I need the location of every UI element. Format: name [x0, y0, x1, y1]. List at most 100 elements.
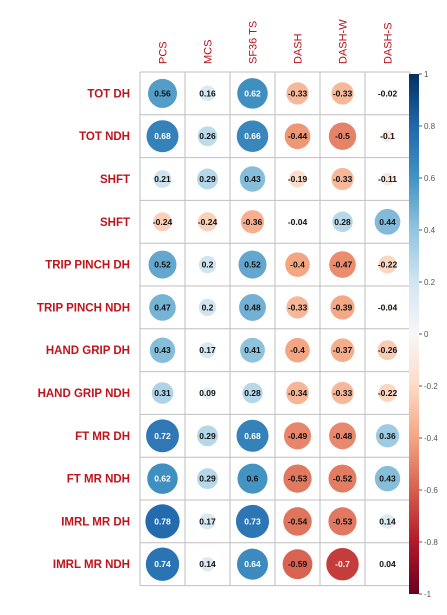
correlation-value: 0.28	[334, 217, 351, 227]
correlation-value: -0.04	[378, 302, 398, 312]
correlation-circle	[377, 340, 398, 361]
correlation-value: -0.33	[333, 174, 353, 184]
row-label: TOT NDH	[79, 131, 130, 143]
correlation-circle	[380, 514, 395, 529]
correlation-circle	[152, 212, 173, 232]
correlation-value: 0.52	[154, 260, 171, 270]
correlation-value: 0.29	[199, 431, 216, 441]
colorbar-tick-label: -0.4	[424, 434, 438, 443]
correlation-circle	[145, 547, 180, 581]
correlation-value: -0.11	[378, 174, 397, 184]
row-label: SHFT	[100, 217, 130, 229]
correlation-circle	[236, 419, 269, 452]
correlation-value: 0.14	[379, 516, 396, 526]
correlation-value: 0.43	[244, 174, 261, 184]
correlation-circle	[201, 387, 214, 399]
correlation-value: -0.5	[335, 131, 350, 141]
correlation-value: -0.22	[378, 260, 398, 270]
correlation-value: 0.14	[199, 559, 216, 569]
correlation-value: 0.48	[244, 302, 261, 312]
correlation-value: 0.43	[154, 345, 171, 355]
correlation-circle	[375, 424, 400, 448]
correlation-circle	[198, 255, 217, 274]
row-label: IMRL MR NDH	[53, 559, 130, 571]
correlation-circle	[289, 170, 306, 188]
correlation-circle	[197, 126, 218, 147]
correlation-circle	[383, 560, 392, 569]
correlation-value: 0.52	[244, 260, 261, 270]
correlation-value: 0.74	[154, 559, 171, 569]
correlation-circle	[153, 170, 172, 188]
correlation-value: -0.34	[288, 388, 308, 398]
correlation-value: 0.36	[379, 431, 396, 441]
correlation-circle	[151, 382, 174, 404]
correlation-value: -0.7	[335, 559, 350, 569]
correlation-value: 0.47	[154, 302, 171, 312]
colorbar-tick-label: 0	[424, 330, 429, 339]
correlation-circle	[147, 78, 178, 108]
correlation-circle	[283, 507, 312, 536]
correlation-value: -0.4	[290, 345, 305, 355]
correlation-circle	[197, 425, 218, 447]
correlation-value: 0.62	[154, 474, 171, 484]
row-label: FT MR NDH	[67, 474, 130, 486]
correlation-circle	[199, 513, 216, 530]
correlation-grid: 0.56 0.16 0.62 -0.33 -0.33 -0.02 0.68 0.26 0.66 -…	[139, 71, 411, 587]
column-label: PCS	[158, 41, 170, 64]
correlation-circle	[283, 464, 312, 493]
correlation-value: -0.26	[378, 345, 398, 355]
column-label: DASH-S	[383, 22, 395, 64]
correlation-circle	[149, 294, 176, 321]
correlation-value: -0.53	[333, 516, 353, 526]
column-label: DASH-W	[338, 19, 350, 64]
correlation-value: 0.17	[199, 345, 216, 355]
correlation-value: -0.44	[288, 131, 308, 141]
correlation-circle	[286, 296, 309, 319]
row-label: TOT DH	[87, 88, 130, 100]
correlation-circle	[147, 463, 178, 494]
row-label: IMRL MR DH	[61, 516, 130, 528]
correlation-circle	[199, 85, 216, 102]
row-label: HAND GRIP DH	[46, 345, 130, 357]
column-label: MCS	[203, 40, 215, 64]
correlation-circle	[240, 210, 265, 234]
correlation-value: 0.29	[199, 474, 216, 484]
correlation-circle	[237, 78, 268, 109]
correlation-value: -0.39	[333, 302, 353, 312]
colorbar: 1 0.8 0.6 0.4 0.2 0 -0.2 -0.4 -0.6 -0.8 -1	[409, 70, 438, 599]
row-label: TRIP PINCH NDH	[37, 302, 130, 314]
column-labels: PCS MCS SF36 TS DASH DASH-W DASH-S	[158, 19, 395, 64]
colorbar-tick-label: 0.2	[424, 278, 436, 287]
correlation-value: -0.02	[378, 88, 398, 98]
correlation-value: -0.33	[333, 88, 353, 98]
correlation-circle	[381, 172, 394, 186]
correlation-value: 0.16	[199, 88, 216, 98]
correlation-value: -0.36	[243, 217, 263, 227]
correlation-circle	[329, 251, 356, 278]
correlation-circle	[199, 342, 216, 359]
correlation-value: -0.1	[380, 131, 395, 141]
correlation-value: 0.78	[154, 516, 171, 526]
correlation-circle	[146, 120, 179, 153]
correlation-value: 0.09	[199, 388, 216, 398]
correlation-value: -0.59	[288, 559, 308, 569]
correlation-circle	[235, 504, 270, 538]
colorbar-tick-label: 1	[424, 70, 429, 79]
colorbar-gradient	[409, 74, 419, 594]
colorbar-tick-label: 0.6	[424, 174, 436, 183]
correlation-circle	[239, 166, 266, 192]
correlation-value: 0.17	[199, 516, 216, 526]
correlation-circle	[149, 337, 176, 363]
correlation-value: 0.68	[154, 131, 171, 141]
correlation-circle	[240, 337, 265, 363]
correlation-value: -0.33	[288, 88, 308, 98]
correlation-value: 0.66	[244, 131, 261, 141]
colorbar-tick-label: -0.8	[424, 538, 438, 547]
correlation-circle	[374, 208, 401, 235]
correlation-circle	[332, 211, 353, 233]
correlation-value: 0.2	[202, 302, 214, 312]
correlation-value: -0.54	[288, 516, 308, 526]
correlation-value: 0.29	[199, 174, 216, 184]
correlation-value: -0.37	[333, 345, 353, 355]
correlation-value: -0.52	[333, 474, 353, 484]
